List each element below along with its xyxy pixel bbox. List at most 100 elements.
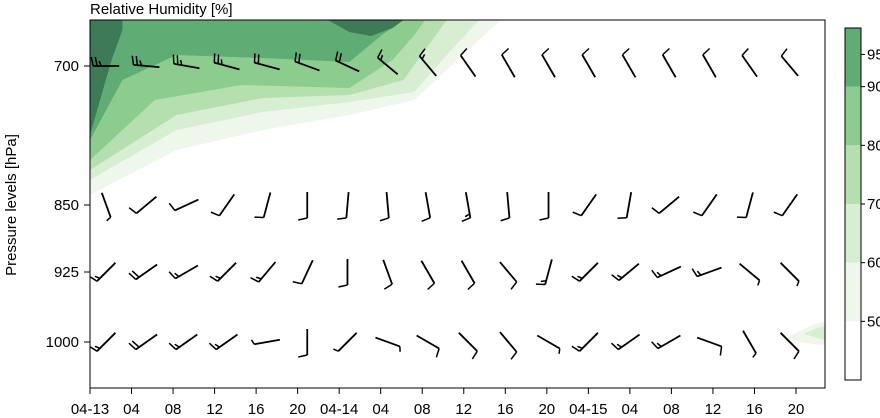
wind-barb-feather xyxy=(540,279,547,283)
x-axis: 04-13 04 08 12 16 20 04-14 04 08 12 16 20 04-15 04 08 1… xyxy=(71,388,804,418)
wind-barb xyxy=(333,332,358,352)
wind-barb-feather xyxy=(421,217,431,223)
wind-barb-feather xyxy=(577,275,583,280)
wind-barb xyxy=(571,262,599,282)
humidity-band-5 xyxy=(90,20,123,135)
wind-barb-feather xyxy=(541,47,550,56)
colorbar-tick-label: 50 xyxy=(867,313,880,330)
wind-barb-feather xyxy=(796,280,800,287)
wind-barb-feather xyxy=(510,281,518,290)
wind-barb-staff xyxy=(300,259,314,285)
wind-barb-feather xyxy=(435,348,440,358)
wind-barb xyxy=(691,266,722,278)
wind-barb-staff xyxy=(337,332,358,352)
wind-barb xyxy=(611,262,640,282)
x-tick-label: 12 xyxy=(455,401,472,418)
wind-barb-feather xyxy=(616,343,622,348)
wind-barb-staff xyxy=(506,191,511,219)
wind-barb-feather xyxy=(793,350,800,360)
colorbar-segment xyxy=(845,145,861,204)
wind-barb-staff xyxy=(745,192,754,218)
wind-barb-feather xyxy=(780,48,788,57)
wind-barb-feather xyxy=(461,217,471,223)
y-tick-label: 1000 xyxy=(46,334,79,351)
colorbar-tick-label: 90 xyxy=(867,79,880,96)
wind-barb-feather xyxy=(209,275,219,282)
wind-barb-feather xyxy=(427,282,435,291)
x-tick-label: 12 xyxy=(705,401,722,418)
wind-barb-feather xyxy=(128,272,137,281)
wind-barb xyxy=(128,263,158,281)
wind-barb-feather xyxy=(572,211,582,217)
wind-barb xyxy=(499,261,518,290)
wind-barb-feather xyxy=(294,52,297,62)
wind-barb xyxy=(421,192,432,223)
wind-barb-feather xyxy=(128,207,137,214)
wind-barb-feather xyxy=(220,59,223,65)
wind-barb xyxy=(131,55,160,69)
x-tick-label: 16 xyxy=(497,401,514,418)
wind-barb-staff xyxy=(460,260,476,284)
chart-title: Relative Humidity [%] xyxy=(90,1,233,18)
wind-barb-feather xyxy=(691,268,698,277)
wind-barb-staff xyxy=(661,54,677,78)
wind-barb-staff xyxy=(696,266,722,278)
colorbar-segment xyxy=(845,204,861,263)
wind-barb-staff xyxy=(578,332,599,352)
wind-barb-feather xyxy=(128,342,137,351)
wind-barb xyxy=(168,198,199,212)
wind-barb-staff xyxy=(100,192,112,218)
wind-barb xyxy=(458,332,478,360)
wind-barb-feather xyxy=(421,54,426,60)
wind-barb-feather xyxy=(338,284,348,288)
wind-barb xyxy=(499,331,518,360)
y-tick-label: 925 xyxy=(54,264,79,281)
wind-barb-feather xyxy=(139,60,143,66)
wind-barb xyxy=(571,332,599,352)
wind-barb-feather xyxy=(135,55,139,66)
wind-barb xyxy=(651,334,681,350)
wind-barb-feather xyxy=(418,48,426,57)
wind-barb-staff xyxy=(424,192,432,218)
wind-barb-feather xyxy=(174,343,180,348)
wind-barb xyxy=(90,332,117,352)
wind-barb xyxy=(460,260,476,291)
wind-barb xyxy=(294,52,320,72)
wind-barb-staff xyxy=(258,261,277,283)
wind-barb-staff xyxy=(741,54,758,78)
wind-barb-feather xyxy=(174,272,180,278)
wind-barb-feather xyxy=(621,47,630,56)
y-axis: 700 850 925 1000 xyxy=(46,58,90,351)
wind-barb-feather xyxy=(338,53,343,63)
wind-barb xyxy=(382,259,393,290)
wind-barb-feather xyxy=(292,281,302,285)
wind-barb-feather xyxy=(719,346,723,356)
wind-barb-feather xyxy=(168,202,176,211)
colorbar-tick-label: 70 xyxy=(867,196,880,213)
humidity-band-4 xyxy=(90,20,404,140)
wind-barb-feather xyxy=(94,56,98,67)
humidity-band-1000-patch-inner xyxy=(803,326,825,340)
wind-barb-staff xyxy=(779,262,800,282)
wind-barb xyxy=(90,56,120,67)
plot-frame xyxy=(89,19,826,389)
x-tick-label: 04-13 xyxy=(71,401,109,418)
wind-barb-feather xyxy=(696,270,702,276)
y-tick-label: 700 xyxy=(54,58,79,75)
wind-barb xyxy=(500,191,511,222)
wind-barb-staff xyxy=(625,192,633,218)
colorbar: 50 60 70 80 90 95 xyxy=(844,27,880,381)
wind-barb-staff xyxy=(335,59,360,73)
wind-barb-feather xyxy=(651,207,660,214)
wind-barb-feather xyxy=(571,345,580,352)
wind-barb xyxy=(209,262,237,282)
wind-barb-feather xyxy=(610,342,619,351)
x-tick-label: 04-14 xyxy=(320,401,358,418)
wind-barb xyxy=(651,195,680,215)
x-tick-label: 12 xyxy=(206,401,223,418)
wind-barb-staff xyxy=(581,54,596,78)
wind-barb xyxy=(780,48,799,77)
wind-barb xyxy=(420,260,436,291)
wind-barb-staff xyxy=(621,54,637,78)
wind-barb-staff xyxy=(702,54,717,78)
